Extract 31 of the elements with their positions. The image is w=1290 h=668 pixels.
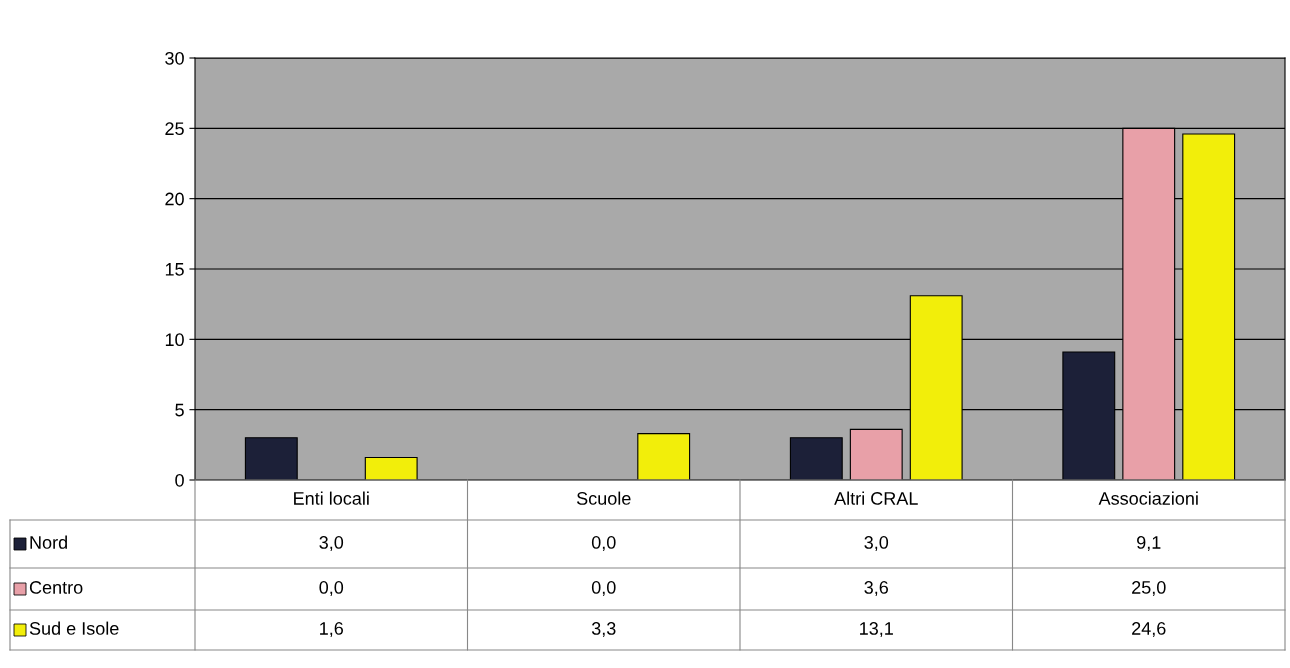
data-label: 25,0 xyxy=(1132,581,1166,596)
x-tick-label: Scuole xyxy=(576,491,631,505)
data-label: 3,0 xyxy=(864,536,889,551)
y-tick-label: 15 xyxy=(165,263,184,276)
y-tick-label: 25 xyxy=(165,122,184,136)
legend-label: Centro xyxy=(29,581,83,594)
data-label: 3,6 xyxy=(864,581,889,596)
data-label: 0,0 xyxy=(319,581,344,596)
x-tick-label: Altri CRAL xyxy=(834,491,918,505)
data-label: 3,3 xyxy=(591,622,616,637)
bar xyxy=(849,428,903,480)
y-tick-label: 5 xyxy=(175,403,184,417)
y-tick-label: 10 xyxy=(165,333,184,347)
data-label: 0,0 xyxy=(591,536,616,551)
legend-label: Sud e Isole xyxy=(29,621,119,635)
data-label: 0,0 xyxy=(591,581,616,596)
bar xyxy=(244,437,298,480)
data-label: 1,6 xyxy=(320,622,344,637)
bar xyxy=(637,433,691,480)
y-tick-label: 20 xyxy=(165,192,184,206)
data-label: 24,6 xyxy=(1132,622,1166,637)
data-label: 3,0 xyxy=(319,536,344,551)
x-tick-label: Associazioni xyxy=(1098,491,1198,505)
x-tick-label: Enti locali xyxy=(294,491,369,505)
legend-label: Nord xyxy=(30,535,67,549)
bar xyxy=(364,456,418,480)
data-label: 9,1 xyxy=(1137,536,1161,551)
data-label: 13,1 xyxy=(860,622,893,637)
bar xyxy=(789,437,843,480)
y-tick-label: 30 xyxy=(165,51,184,65)
y-tick-label: 0 xyxy=(175,473,184,487)
